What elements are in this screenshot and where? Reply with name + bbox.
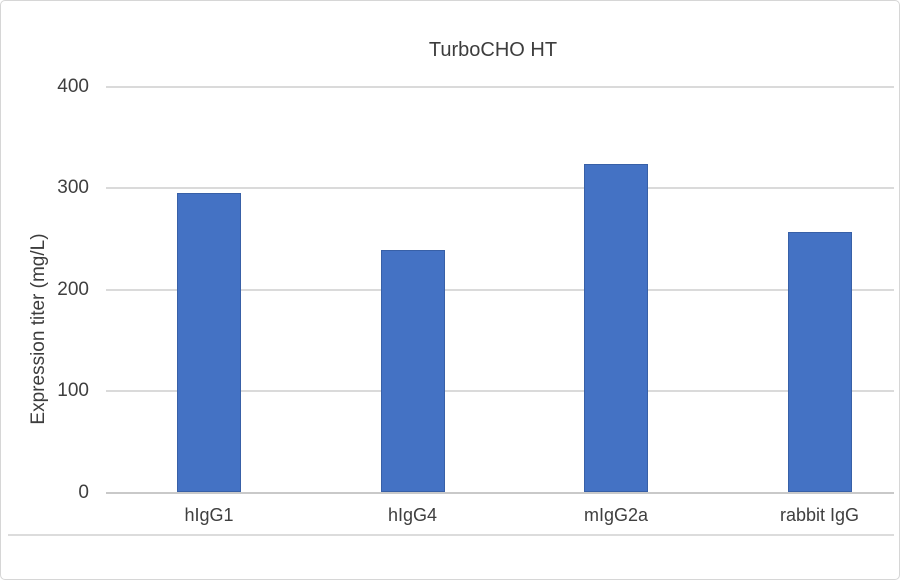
x-axis-line xyxy=(106,491,894,494)
y-tick-label: 400 xyxy=(57,75,89,97)
bar-mIgG2a xyxy=(584,163,648,493)
gridline xyxy=(106,85,894,88)
y-tick-label: 300 xyxy=(57,177,89,198)
gridline xyxy=(106,390,894,392)
y-tick-label: 200 xyxy=(57,278,89,300)
x-category-label: mIgG2a xyxy=(583,505,649,525)
bar-hIgG1 xyxy=(177,193,241,493)
bar-rabbit IgG xyxy=(787,231,852,493)
y-tick-label: 0 xyxy=(78,481,89,503)
gridline xyxy=(106,288,894,291)
x-category-label: rabbit IgG xyxy=(779,505,860,525)
chart-title: TurboCHO HT xyxy=(428,39,558,61)
y-tick-label: 100 xyxy=(57,380,89,401)
gridline xyxy=(106,187,894,189)
bar-hIgG4 xyxy=(380,249,445,493)
bottom-divider-line xyxy=(8,534,894,536)
x-category-label: hIgG4 xyxy=(387,505,438,525)
x-category-label: hIgG1 xyxy=(184,505,234,525)
